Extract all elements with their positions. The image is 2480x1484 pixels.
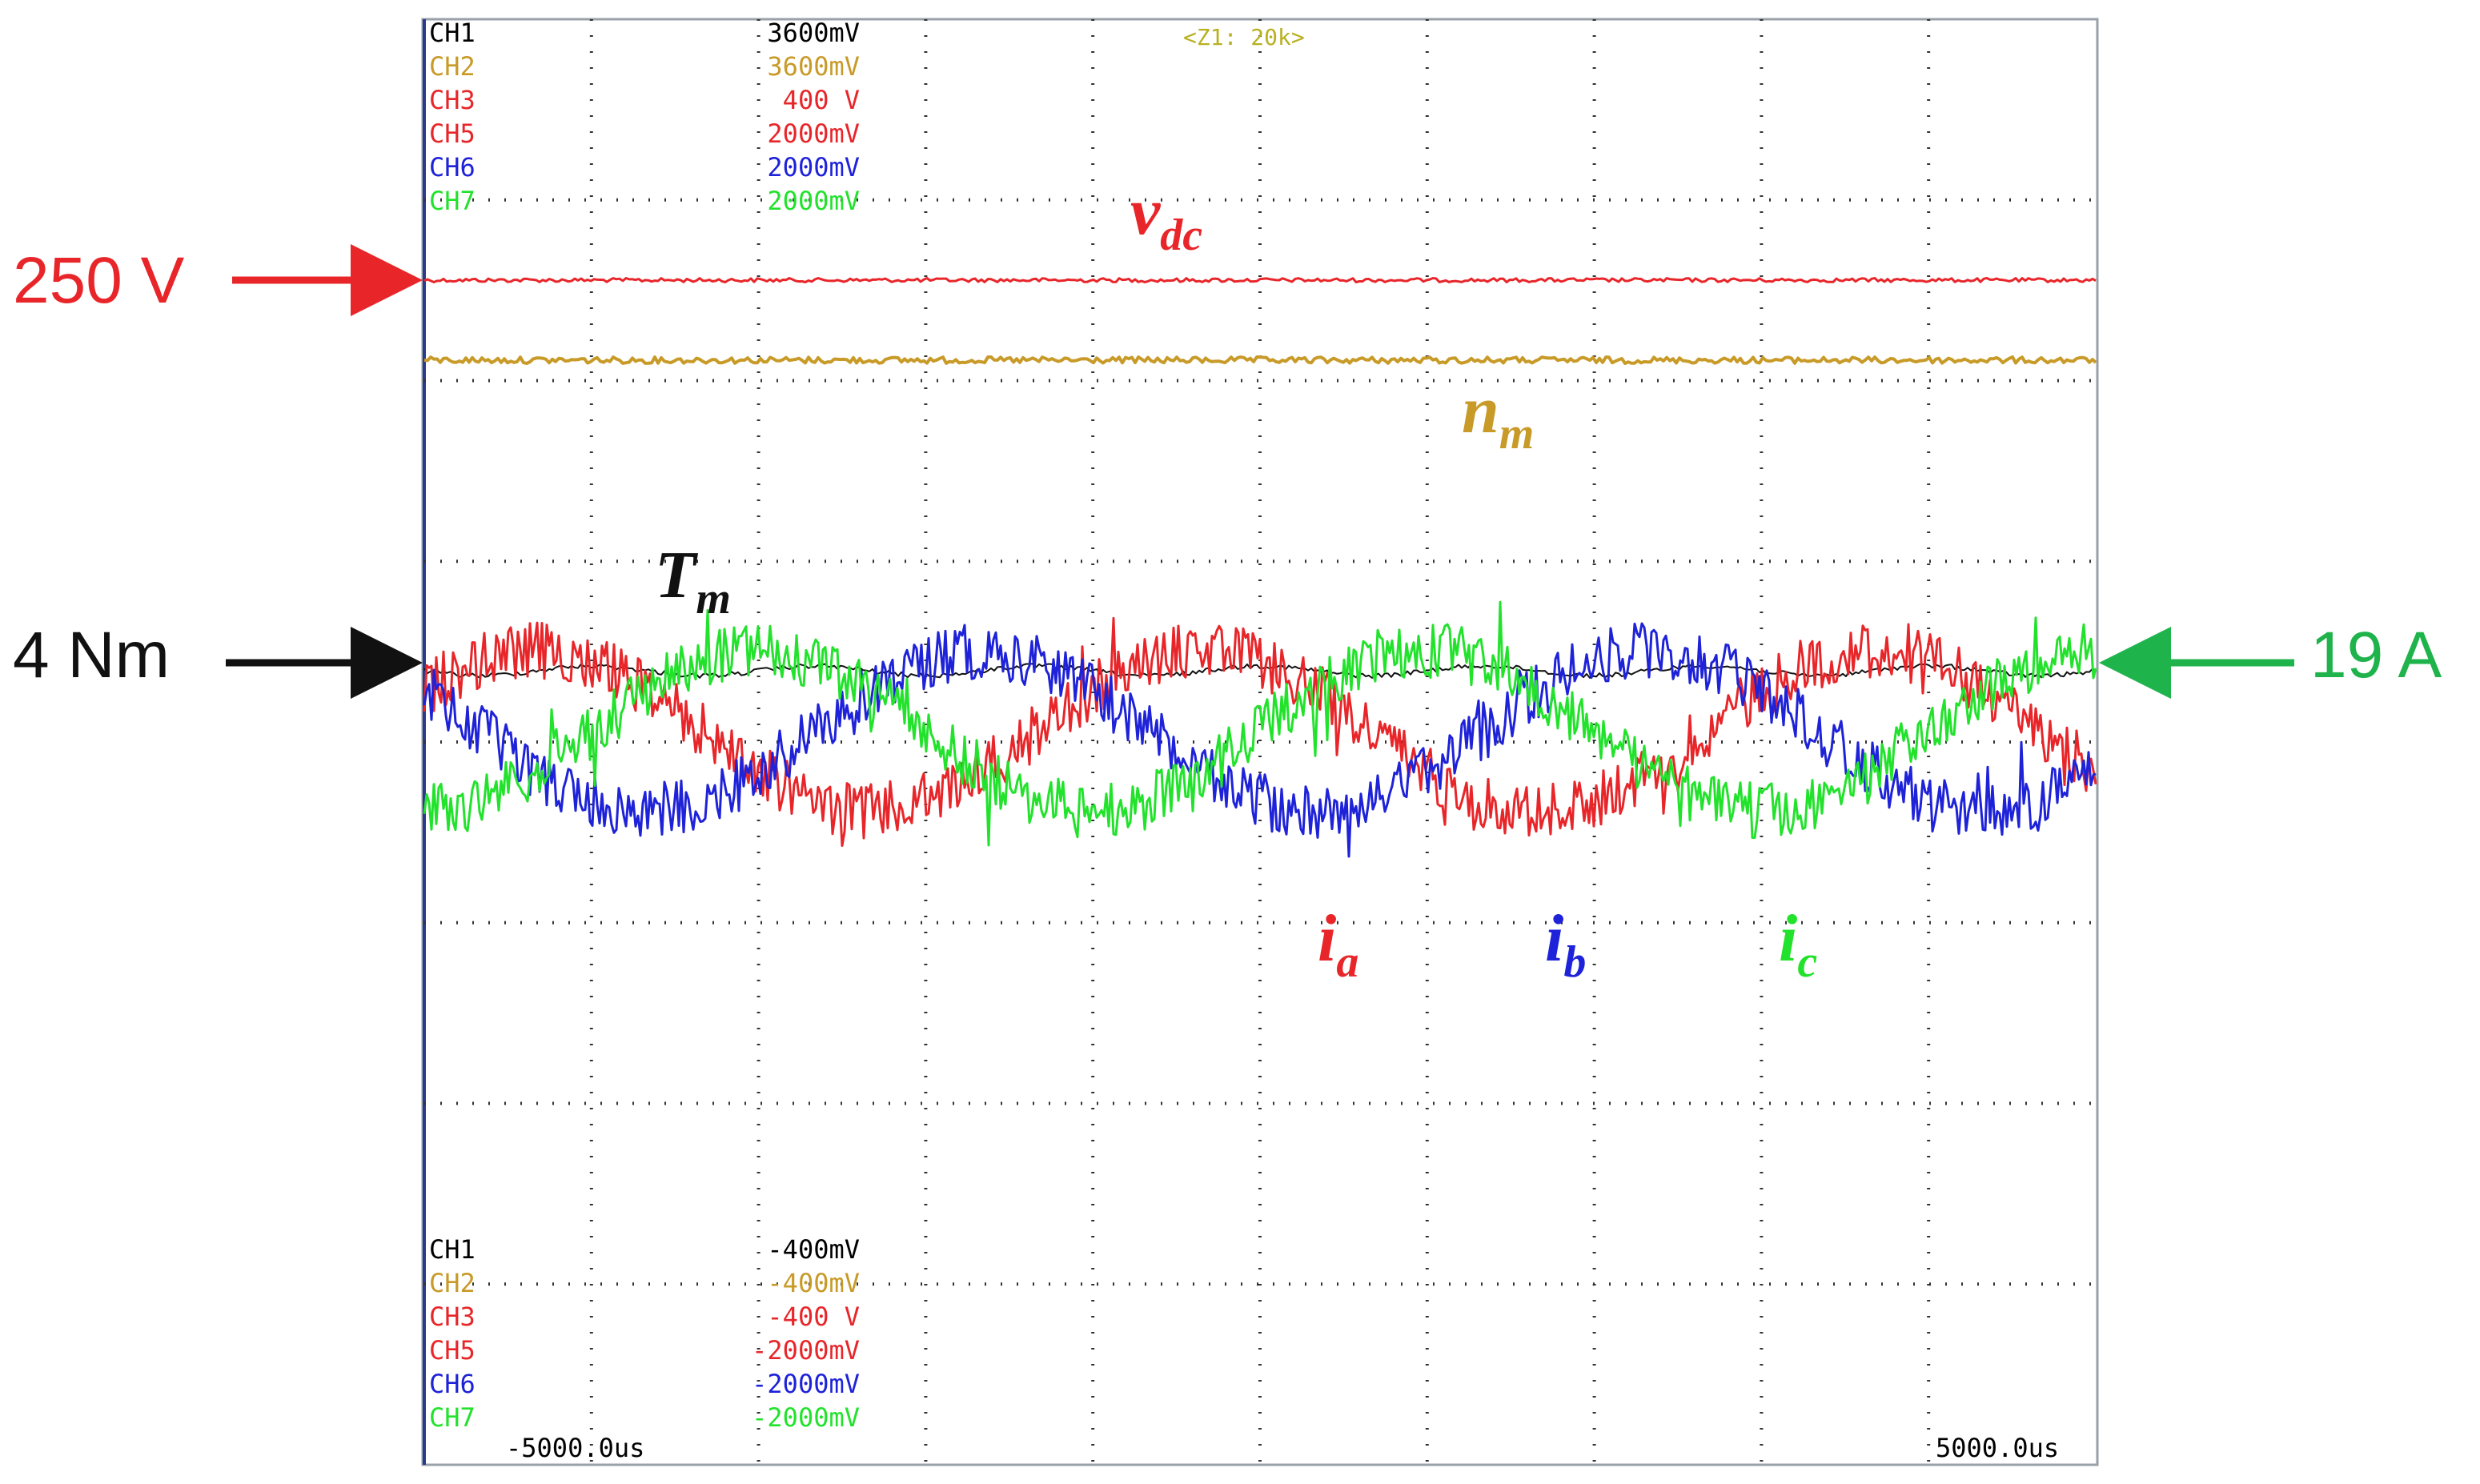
bottom-channel-name: CH7 xyxy=(429,1402,476,1433)
label-tm: Tm xyxy=(655,538,731,624)
trace-nm xyxy=(423,355,2097,365)
label-ic-main: i xyxy=(1779,901,1797,976)
bottom-channel-value: -400mV xyxy=(767,1268,860,1298)
svg-text:Tm: Tm xyxy=(655,538,731,624)
svg-text:vdc: vdc xyxy=(1130,174,1202,260)
bottom-channel-value: -400mV xyxy=(767,1234,860,1265)
trace-ia xyxy=(423,616,2097,847)
top-channel-name: CH7 xyxy=(429,186,476,216)
annotation-250v: 250 V xyxy=(13,244,185,317)
label-nm: nm xyxy=(1462,373,1534,459)
top-channel-value: 2000mV xyxy=(767,118,860,149)
label-ib-main: i xyxy=(1545,901,1563,976)
bottom-channel-value: -2000mV xyxy=(752,1335,860,1366)
trace-vdc xyxy=(423,277,2097,283)
label-ib-sub: b xyxy=(1563,937,1586,987)
svg-text:ib: ib xyxy=(1545,901,1586,987)
label-ib: ib xyxy=(1545,901,1586,987)
label-nm-sub: m xyxy=(1499,409,1535,459)
traces xyxy=(423,277,2097,858)
top-channel-name: CH3 xyxy=(429,85,476,115)
top-channel-value: 2000mV xyxy=(767,186,860,216)
grid xyxy=(424,19,2096,1465)
bottom-channel-name: CH6 xyxy=(429,1369,476,1399)
label-nm-main: n xyxy=(1462,373,1499,447)
bottom-channel-value: -2000mV xyxy=(752,1369,860,1399)
top-channel-name: CH6 xyxy=(429,152,476,182)
svg-text:ic: ic xyxy=(1779,901,1817,987)
label-vdc: vdc xyxy=(1130,174,1202,260)
trace-ib xyxy=(423,622,2097,858)
trace-tm xyxy=(423,663,2097,679)
label-vdc-sub: dc xyxy=(1160,211,1202,260)
bottom-channel-name: CH5 xyxy=(429,1335,476,1366)
time-end-label: 5000.0us xyxy=(1936,1433,2059,1463)
top-channel-name: CH2 xyxy=(429,51,476,82)
top-channel-value: 3600mV xyxy=(767,18,860,48)
annotation-19a: 19 A xyxy=(2310,619,2442,692)
svg-text:nm: nm xyxy=(1462,373,1534,459)
top-channel-value: 400 V xyxy=(783,85,860,115)
label-ic-sub: c xyxy=(1797,937,1817,987)
time-start-label: -5000.0us xyxy=(506,1433,644,1463)
svg-text:ia: ia xyxy=(1318,901,1358,987)
label-ia-main: i xyxy=(1318,901,1336,976)
scope-screen xyxy=(421,18,2099,1466)
bottom-channel-value: -2000mV xyxy=(752,1402,860,1433)
label-tm-main: T xyxy=(655,538,699,612)
channel-scales: CH1 3600mV CH2 3600mV CH3 400 V CH5 2000mV CH6 20… xyxy=(429,18,860,1433)
bottom-channel-value: -400 V xyxy=(767,1302,860,1332)
top-channel-value: 3600mV xyxy=(767,51,860,82)
top-channel-name: CH5 xyxy=(429,118,476,149)
annotation-4nm: 4 Nm xyxy=(13,619,170,692)
bottom-channel-name: CH2 xyxy=(429,1268,476,1298)
label-ia-sub: a xyxy=(1336,937,1358,987)
label-vdc-main: v xyxy=(1130,174,1162,249)
bottom-channel-name: CH3 xyxy=(429,1302,476,1332)
zoom-label: <Z1: 20k> xyxy=(1183,24,1305,50)
bottom-channel-name: CH1 xyxy=(429,1234,476,1265)
label-ic: ic xyxy=(1779,901,1817,987)
trace-ic xyxy=(423,600,2097,847)
top-channel-name: CH1 xyxy=(429,18,476,48)
label-tm-sub: m xyxy=(696,574,731,624)
top-channel-value: 2000mV xyxy=(767,152,860,182)
label-ia: ia xyxy=(1318,901,1358,987)
